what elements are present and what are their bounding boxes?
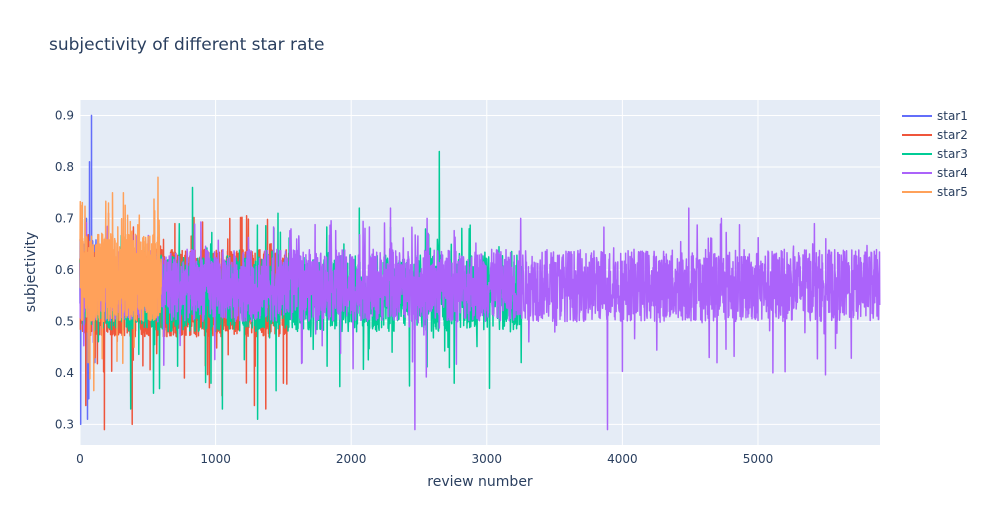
x-axis-label: review number <box>427 474 533 490</box>
legend-label: star3 <box>937 147 968 161</box>
x-tick-label: 0 <box>76 452 84 466</box>
legend-label: star4 <box>937 166 968 180</box>
x-tick-label: 3000 <box>472 452 503 466</box>
y-tick-label: 0.4 <box>55 366 74 380</box>
x-tick-label: 5000 <box>743 452 774 466</box>
x-tick-label: 1000 <box>200 452 231 466</box>
y-axis-label: subjectivity <box>23 232 39 313</box>
x-tick-label: 4000 <box>607 452 638 466</box>
y-tick-label: 0.9 <box>55 108 74 122</box>
series-line-star5 <box>79 176 162 392</box>
legend-label: star1 <box>937 109 968 123</box>
x-axis-ticks: 0 1000 2000 3000 4000 5000 <box>76 452 773 466</box>
legend-item-star4[interactable]: star4 <box>902 166 968 180</box>
y-tick-label: 0.6 <box>55 263 74 277</box>
y-tick-label: 0.7 <box>55 211 74 225</box>
legend[interactable]: star1 star2 star3 star4 star5 <box>902 109 968 199</box>
x-tick-label: 2000 <box>336 452 367 466</box>
legend-label: star2 <box>937 128 968 142</box>
legend-item-star5[interactable]: star5 <box>902 185 968 199</box>
y-tick-label: 0.8 <box>55 160 74 174</box>
grid <box>79 100 880 445</box>
series-lines <box>79 114 881 431</box>
legend-item-star3[interactable]: star3 <box>902 147 968 161</box>
legend-label: star5 <box>937 185 968 199</box>
legend-item-star2[interactable]: star2 <box>902 128 968 142</box>
legend-item-star1[interactable]: star1 <box>902 109 968 123</box>
y-tick-label: 0.5 <box>55 314 74 328</box>
y-tick-label: 0.3 <box>55 417 74 431</box>
y-axis-ticks: 0.3 0.4 0.5 0.6 0.7 0.8 0.9 <box>55 108 74 431</box>
series-line-star4 <box>79 207 881 431</box>
chart-title: subjectivity of different star rate <box>49 35 325 55</box>
